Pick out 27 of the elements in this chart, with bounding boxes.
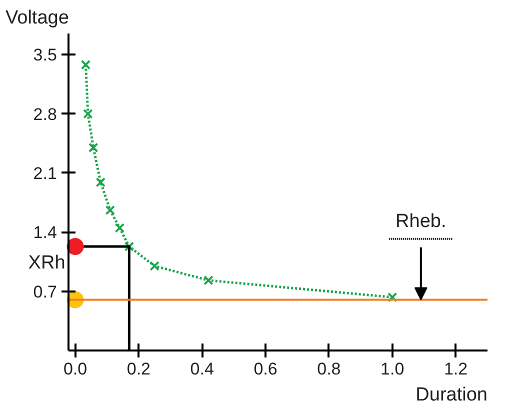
x-tick-label: 0.6 bbox=[254, 360, 278, 378]
point bbox=[105, 205, 116, 216]
y-tick-label: 1.4 bbox=[33, 223, 57, 242]
annotation: Rheb. bbox=[396, 211, 446, 232]
point bbox=[387, 292, 398, 302]
annotation: XRh bbox=[28, 252, 66, 274]
point bbox=[114, 223, 125, 233]
point bbox=[124, 242, 134, 252]
x-tick-label: 1.2 bbox=[444, 360, 468, 378]
x-tick-label: 0.8 bbox=[317, 360, 341, 378]
y-tick-label: 0.7 bbox=[33, 282, 57, 302]
point bbox=[66, 238, 84, 256]
point bbox=[83, 108, 93, 119]
y-tick-label: 2.8 bbox=[33, 104, 57, 124]
y-axis-title: Voltage bbox=[6, 8, 69, 28]
x-tick-label: 0.4 bbox=[190, 360, 214, 378]
y-tick-label: 2.1 bbox=[33, 164, 57, 183]
x-tick-label: 1.0 bbox=[380, 360, 404, 378]
point bbox=[96, 177, 106, 188]
x-axis-title: Duration bbox=[416, 384, 488, 406]
y-tick-label: 3.5 bbox=[33, 46, 57, 65]
x-tick-label: 0.2 bbox=[126, 360, 151, 378]
point bbox=[88, 142, 98, 153]
x-tick-label: 0.0 bbox=[63, 360, 88, 378]
point bbox=[150, 261, 160, 271]
point bbox=[80, 60, 91, 70]
point bbox=[204, 275, 214, 286]
